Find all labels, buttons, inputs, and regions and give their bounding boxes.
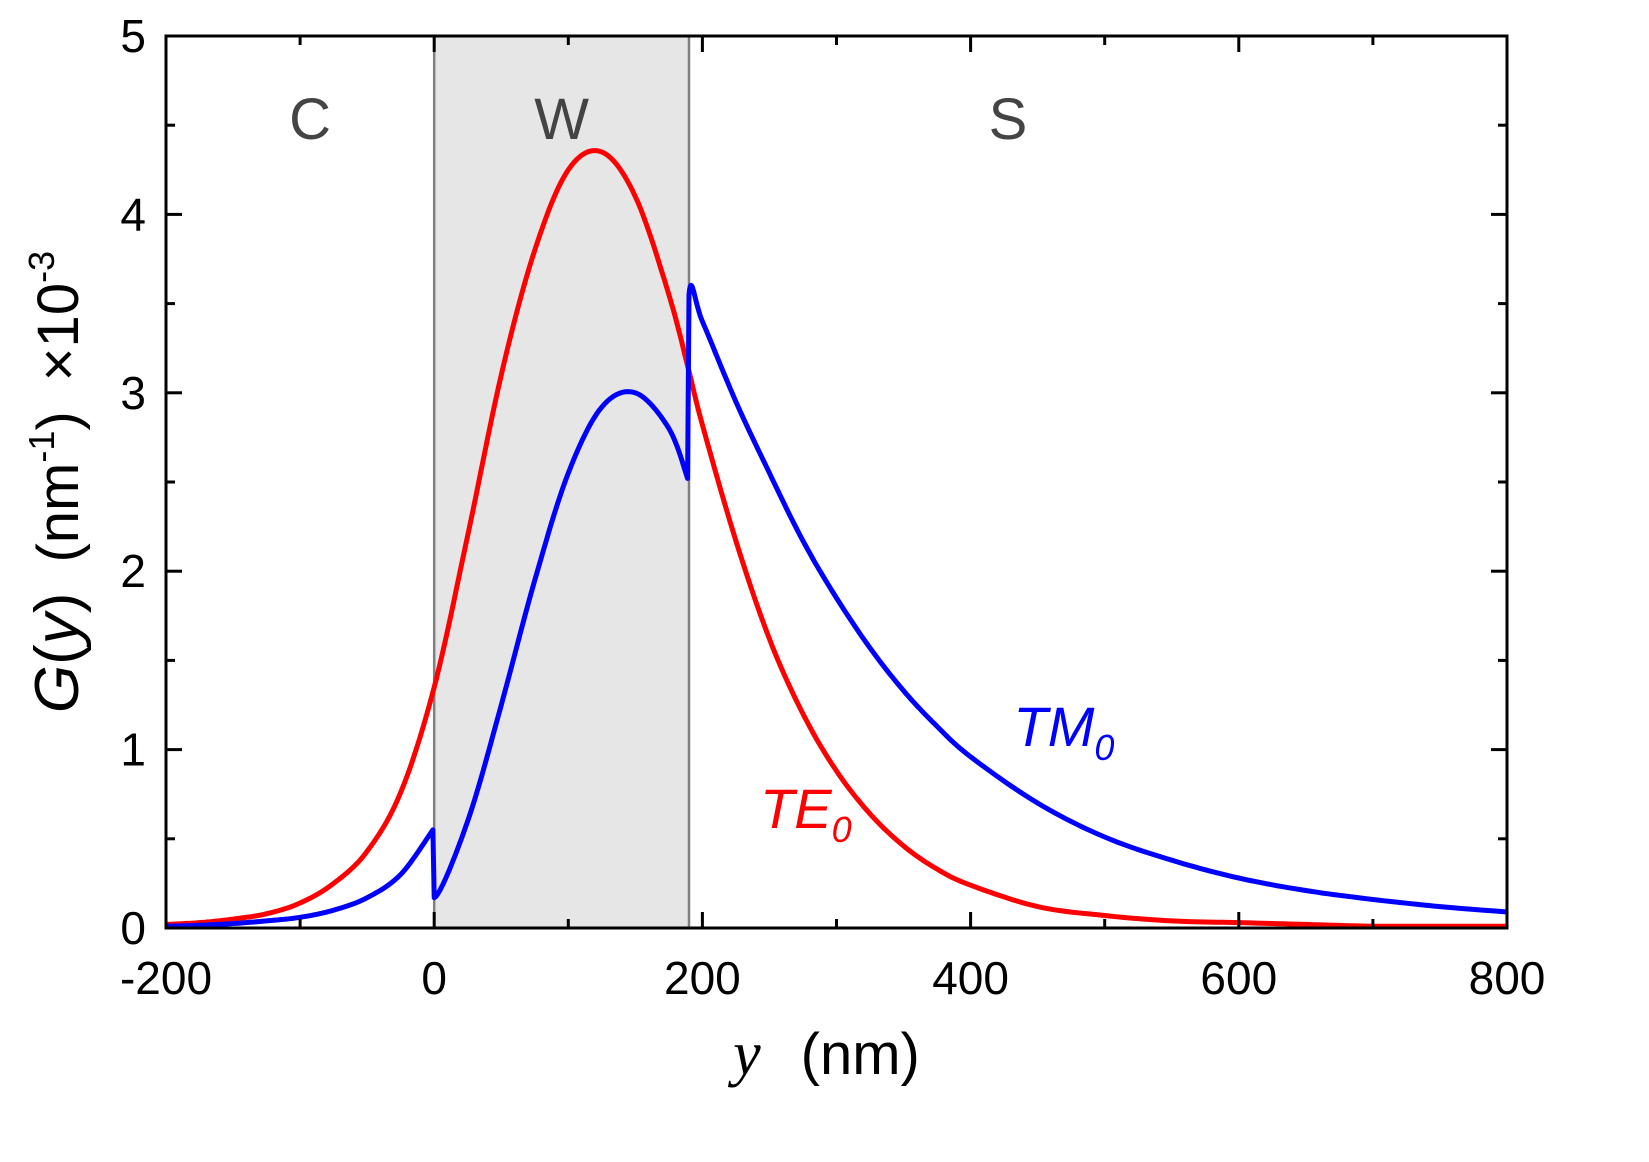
region-boundaries-layer — [432, 36, 691, 928]
y-tick-label: 2 — [120, 545, 146, 597]
x-axis-title: y (nm) — [727, 1020, 920, 1088]
y-tick-label: 3 — [120, 367, 146, 419]
x-tick-label: 0 — [421, 952, 447, 1004]
y-axis-title: G(y)(nm-1)×10-3 — [21, 251, 92, 713]
region-shade-w — [434, 36, 689, 928]
region-label-s: S — [989, 87, 1028, 152]
labels-layer: C W S TE0 TM0 — [289, 87, 1114, 850]
region-shading-layer — [434, 36, 689, 928]
series-label-te: TE0 — [760, 777, 852, 850]
x-tick-label: 600 — [1200, 952, 1277, 1004]
series-label-tm: TM0 — [1014, 695, 1115, 768]
plot-frame-layer — [164, 34, 1509, 930]
plot-frame — [164, 34, 1509, 930]
series-line-tm — [165, 282, 1508, 929]
region-label-c: C — [289, 87, 331, 152]
y-tick-label: 4 — [120, 188, 146, 240]
x-tick-label: 800 — [1469, 952, 1546, 1004]
series-line-te — [165, 148, 1507, 929]
y-tick-label: 0 — [120, 902, 146, 954]
y-tick-label: 5 — [120, 10, 146, 62]
x-tick-label: 200 — [664, 952, 741, 1004]
x-tick-label: 400 — [932, 952, 1009, 1004]
y-tick-label: 1 — [120, 724, 146, 776]
series-layer — [165, 148, 1508, 929]
x-tick-label: -200 — [120, 952, 212, 1004]
region-label-w: W — [534, 87, 589, 152]
